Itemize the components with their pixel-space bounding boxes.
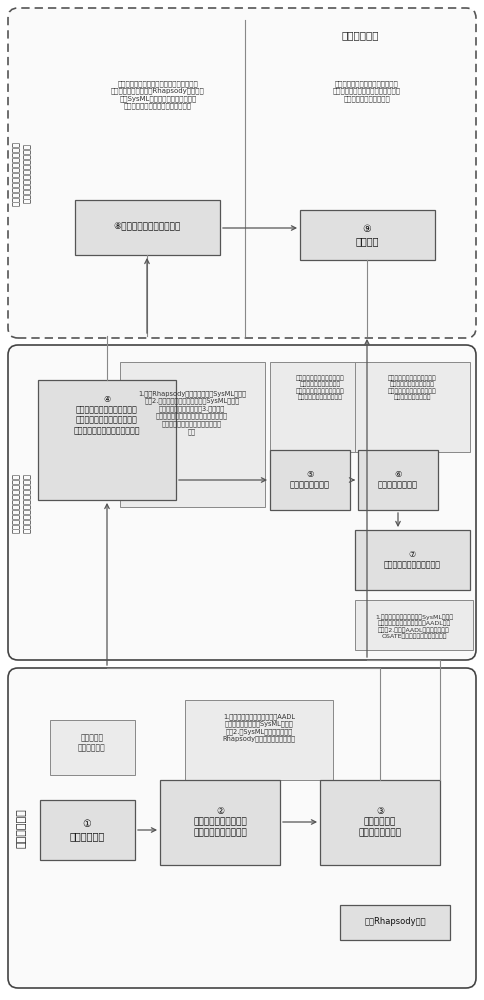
Bar <box>185 700 333 780</box>
Bar <box>358 450 438 510</box>
Bar <box>340 905 450 940</box>
Text: 在完成对所有系统用例的显控设计
制后，通过代码生成工具生成目标代
码，使用代码生成工具。: 在完成对所有系统用例的显控设计 制后，通过代码生成工具生成目标代 码，使用代码生… <box>333 80 401 102</box>
Bar <box>120 362 265 507</box>
Text: 基于已设计的架构，对剩余非关键用例进行
代码式设计，可以在有Rhapsody中建立的
第三SysML模型文件的基础上对非关
键用例进行系统功能模型建立及验证: 基于已设计的架构，对剩余非关键用例进行 代码式设计，可以在有Rhapsody中建… <box>111 80 205 109</box>
Text: 软件需求阶段: 软件需求阶段 <box>17 808 27 848</box>
FancyBboxPatch shape <box>8 668 476 988</box>
Bar <box>320 780 440 865</box>
Text: ⑧建立并验证系统功能模型: ⑧建立并验证系统功能模型 <box>113 223 181 232</box>
Text: ⑦
设计并验证系统非功能需求: ⑦ 设计并验证系统非功能需求 <box>383 550 440 570</box>
Text: 使用实例架构定义工具，在系
统进度阶段建立多个实例
模型，并将各实例架构配置模
式代理地进行实例化代理地: 使用实例架构定义工具，在系 统进度阶段建立多个实例 模型，并将各实例架构配置模 … <box>296 375 345 400</box>
FancyBboxPatch shape <box>8 345 476 660</box>
Bar <box>40 800 135 860</box>
Text: 软件设计阶段（针对非关键用
例架构设计及验证子阶段）: 软件设计阶段（针对非关键用 例架构设计及验证子阶段） <box>12 140 31 206</box>
Text: 软件设计阶段（针对关键用
例架构设计及验证子阶段）: 软件设计阶段（针对关键用 例架构设计及验证子阶段） <box>12 473 31 533</box>
Text: ④
建立并验证黑盒系统功能模型
建立并验证白盒系统功能模型
建立并验证主控子系统功能模型: ④ 建立并验证黑盒系统功能模型 建立并验证白盒系统功能模型 建立并验证主控子系统… <box>74 395 140 435</box>
Bar <box>75 200 220 255</box>
Text: 1.使用模型转换工具，将第一AADL
模型文件转化为第一SysML模型文
件；2.将SysML模型文件导入到
Rhapsody中，建立系统关键用例: 1.使用模型转换工具，将第一AADL 模型文件转化为第一SysML模型文 件；2… <box>223 713 296 742</box>
Text: 1.使用Rhapsody工具，导出第二SysML模型文
件；2.使用模型导出工具，导第二SysML模型，
生成运行时架构的模型；3.使用运行
时架构设计工具，对: 1.使用Rhapsody工具，导出第二SysML模型文 件；2.使用模型导出工具… <box>138 390 246 435</box>
Bar <box>355 530 470 590</box>
FancyBboxPatch shape <box>8 8 476 338</box>
Text: ⑨
生成代码: ⑨ 生成代码 <box>355 224 379 246</box>
Text: 软件编码阶段: 软件编码阶段 <box>341 30 379 40</box>
Bar <box>270 450 350 510</box>
Text: 使用实例架构定义工具，在系
统逻辑结构视图基础上创建
多个实例，并将各实计模式代
理地进行实例化代理地: 使用实例架构定义工具，在系 统逻辑结构视图基础上创建 多个实例，并将各实计模式代… <box>388 375 437 400</box>
Text: 使用用案例
建模定义工具: 使用用案例 建模定义工具 <box>78 733 106 752</box>
Bar <box>50 720 135 775</box>
Bar <box>355 362 470 452</box>
Text: ⑤
显控设计模式定制: ⑤ 显控设计模式定制 <box>290 470 330 490</box>
Text: 1.使用模型转换工具将第三SysML格式文
档的系统进程视图转换为第二AADL模型
文档；2.将第二AADL模型文档导入到
OSATE中，为各线程执行定时分析: 1.使用模型转换工具将第三SysML格式文 档的系统进程视图转换为第二AADL模… <box>375 614 453 639</box>
Text: ②
建立系统交联关系视图
建立系统逻辑结构视图: ② 建立系统交联关系视图 建立系统逻辑结构视图 <box>193 807 247 837</box>
Bar <box>270 362 370 452</box>
Bar <box>355 600 473 650</box>
Text: ③
建立用例模型
明确系统关键用例: ③ 建立用例模型 明确系统关键用例 <box>359 807 402 837</box>
Text: ①
分析软件需求: ① 分析软件需求 <box>69 819 105 841</box>
Bar <box>300 210 435 260</box>
Bar <box>160 780 280 865</box>
Text: ⑥
建立系统进程视图: ⑥ 建立系统进程视图 <box>378 470 418 490</box>
Text: 使用Rhapsody工具: 使用Rhapsody工具 <box>364 918 426 926</box>
Bar <box>38 380 176 500</box>
